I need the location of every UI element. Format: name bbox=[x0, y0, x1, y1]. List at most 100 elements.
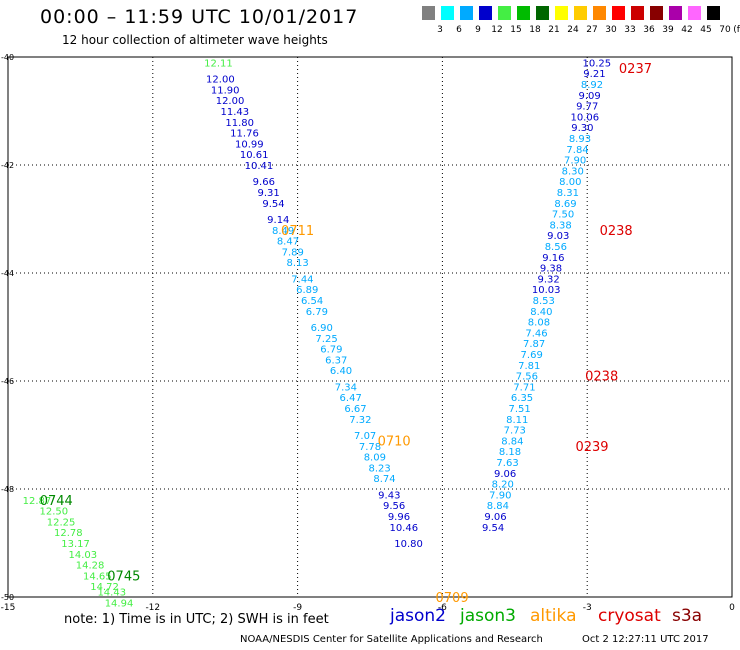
data-point-label: 7.69 bbox=[521, 350, 543, 361]
legend-label: 18 bbox=[529, 25, 541, 35]
data-point-label: 7.63 bbox=[496, 458, 518, 469]
data-point-label: 7.46 bbox=[525, 328, 547, 339]
data-point-label: 10.99 bbox=[235, 139, 264, 150]
data-point-label: 6.67 bbox=[344, 404, 366, 415]
legend-swatch bbox=[688, 6, 702, 20]
data-point-label: 7.25 bbox=[315, 334, 337, 345]
satellite-cryosat: cryosat bbox=[598, 606, 661, 626]
data-point-label: 12.00 bbox=[206, 75, 235, 86]
x-tick-label: -12 bbox=[145, 603, 160, 613]
legend-label: 70 bbox=[719, 25, 731, 35]
chart-subtitle: 12 hour collection of altimeter wave hei… bbox=[62, 33, 328, 47]
x-tick-label: -3 bbox=[583, 603, 592, 613]
data-point-label: 6.37 bbox=[325, 355, 347, 366]
data-point-label: 10.61 bbox=[240, 150, 269, 161]
data-point-label: 14.43 bbox=[97, 588, 126, 599]
data-point-label: 8.20 bbox=[492, 480, 514, 491]
data-point-label: 8.08 bbox=[528, 318, 550, 329]
legend-label: 36 bbox=[643, 25, 655, 35]
credit-text: NOAA/NESDIS Center for Satellite Applica… bbox=[240, 634, 543, 645]
data-point-label: 6.79 bbox=[306, 307, 328, 318]
data-point-label: 8.56 bbox=[545, 242, 567, 253]
legend-label: 39 bbox=[662, 25, 674, 35]
data-point-label: 8.18 bbox=[499, 447, 521, 458]
data-point-label: 9.14 bbox=[267, 215, 289, 226]
legend-label: 24 bbox=[567, 25, 579, 35]
data-point-label: 8.74 bbox=[373, 474, 395, 485]
data-point-label: 13.17 bbox=[61, 539, 90, 550]
footer-note: note: 1) Time is in UTC; 2) SWH is in fe… bbox=[64, 612, 329, 627]
satellite-altika: altika bbox=[530, 606, 577, 626]
data-point-label: 8.69 bbox=[554, 199, 576, 210]
data-point-label: 10.46 bbox=[389, 523, 418, 534]
pass-time-label: 0711 bbox=[281, 224, 314, 239]
satellite-jason3: jason3 bbox=[460, 606, 516, 626]
legend-swatch bbox=[669, 6, 683, 20]
data-point-label: 9.54 bbox=[262, 199, 284, 210]
data-point-label: 7.78 bbox=[359, 442, 381, 453]
data-point-label: 6.79 bbox=[320, 345, 342, 356]
data-point-label: 7.50 bbox=[552, 210, 574, 221]
data-point-label: 8.49 bbox=[272, 226, 294, 237]
legend-swatch bbox=[536, 6, 550, 20]
legend-unit: (ft) bbox=[733, 25, 740, 35]
data-point-label: 12.11 bbox=[204, 58, 233, 69]
legend-label: 33 bbox=[624, 25, 636, 35]
data-point-label: 12.25 bbox=[47, 517, 76, 528]
pass-time-label: 0239 bbox=[575, 440, 608, 455]
data-point-label: 9.31 bbox=[258, 188, 280, 199]
pass-time-label: 0238 bbox=[600, 224, 633, 239]
legend-swatch bbox=[612, 6, 626, 20]
x-tick-label: -9 bbox=[293, 603, 302, 613]
legend-swatch bbox=[517, 6, 531, 20]
data-point-label: 9.06 bbox=[484, 512, 506, 523]
pass-time-label: 0238 bbox=[585, 370, 618, 385]
data-point-label: 9.03 bbox=[547, 231, 569, 242]
data-point-label: 9.16 bbox=[542, 253, 564, 264]
data-point-label: 14.72 bbox=[90, 582, 119, 593]
legend-swatch bbox=[441, 6, 455, 20]
data-point-label: 10.41 bbox=[245, 161, 274, 172]
data-point-label: 7.81 bbox=[518, 361, 540, 372]
data-point-label: 11.43 bbox=[221, 107, 250, 118]
y-tick-label: -48 bbox=[1, 485, 14, 494]
legend-label: 3 bbox=[437, 25, 443, 35]
data-point-label: 11.90 bbox=[211, 85, 240, 96]
data-point-label: 14.28 bbox=[76, 561, 105, 572]
chart-title: 00:00 – 11:59 UTC 10/01/2017 bbox=[40, 6, 359, 28]
data-point-label: 9.56 bbox=[383, 501, 405, 512]
pass-time-label: 0237 bbox=[619, 62, 652, 77]
legend-label: 6 bbox=[456, 25, 462, 35]
data-point-label: 9.77 bbox=[576, 102, 598, 113]
legend-swatch bbox=[460, 6, 474, 20]
data-point-label: 12.50 bbox=[40, 507, 69, 518]
pass-time-label: 0745 bbox=[107, 569, 140, 584]
data-point-label: 9.09 bbox=[578, 91, 600, 102]
data-point-label: 7.51 bbox=[508, 404, 530, 415]
data-point-label: 10.25 bbox=[583, 58, 612, 69]
data-point-label: 6.40 bbox=[330, 366, 352, 377]
data-point-label: 8.11 bbox=[506, 415, 528, 426]
pass-time-label: 0709 bbox=[436, 591, 469, 606]
satellite-jason2: jason2 bbox=[390, 606, 446, 626]
data-point-label: 9.21 bbox=[583, 69, 605, 80]
data-point-label: 8.00 bbox=[559, 177, 581, 188]
y-tick-label: -46 bbox=[1, 377, 14, 386]
legend-swatch bbox=[479, 6, 493, 20]
legend-swatch bbox=[555, 6, 569, 20]
legend-swatch bbox=[422, 6, 436, 20]
data-point-label: 8.09 bbox=[364, 453, 386, 464]
timestamp-text: Oct 2 12:27:11 UTC 2017 bbox=[582, 634, 709, 645]
data-point-label: 9.38 bbox=[540, 264, 562, 275]
y-tick-label: -50 bbox=[1, 593, 14, 602]
data-point-label: 7.89 bbox=[282, 247, 304, 258]
legend-label: 9 bbox=[475, 25, 481, 35]
data-point-label: 12.87 bbox=[23, 496, 52, 507]
data-point-label: 6.90 bbox=[311, 323, 333, 334]
data-point-label: 10.80 bbox=[394, 539, 423, 550]
legend-label: 21 bbox=[548, 25, 560, 35]
data-point-label: 6.89 bbox=[296, 285, 318, 296]
legend-swatch bbox=[498, 6, 512, 20]
legend-swatch bbox=[574, 6, 588, 20]
